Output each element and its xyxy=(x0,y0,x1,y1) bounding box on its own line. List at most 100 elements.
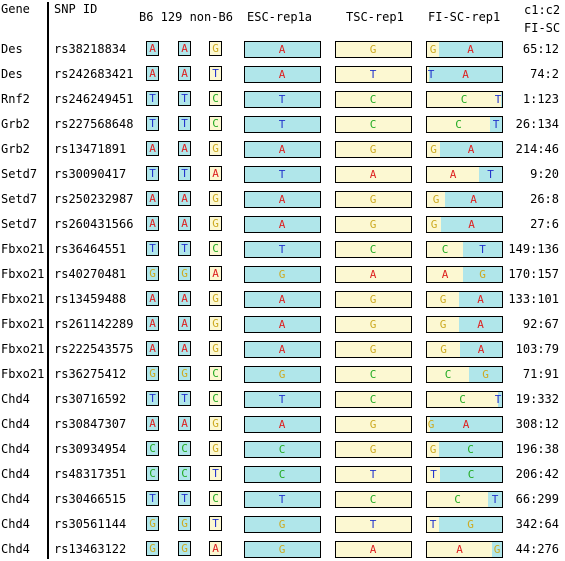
snp-id: rs36275412 xyxy=(54,367,127,381)
b6-allele: T xyxy=(146,241,159,256)
tsc-bar: G xyxy=(335,341,412,358)
fisc-non-b6-label: G xyxy=(439,293,447,306)
table-row: Grb2 rs13471891 A A G A G A G 214:46 xyxy=(0,140,565,158)
fisc-non-b6-label: G xyxy=(440,343,447,356)
allele-count-ratio: 44:276 xyxy=(515,542,559,556)
esc-bar: G xyxy=(244,516,321,533)
tsc-allele-label: G xyxy=(369,43,377,56)
table-row: Setd7 rs250232987 A A G A G A G 26:8 xyxy=(0,190,565,208)
b6-allele: A xyxy=(146,341,159,356)
column-divider xyxy=(47,2,49,559)
esc-bar: T xyxy=(244,91,321,108)
tsc-bar: C xyxy=(335,241,412,258)
non-b6-allele: C xyxy=(209,391,222,406)
esc-allele-label: A xyxy=(278,218,286,231)
esc-bar: A xyxy=(244,216,321,233)
esc-allele-label: G xyxy=(278,543,286,556)
s129-allele: T xyxy=(178,116,191,131)
fisc-b6-label: G xyxy=(479,268,486,281)
esc-bar: T xyxy=(244,166,321,183)
tsc-allele-label: A xyxy=(369,543,377,556)
fisc-b6-label: A xyxy=(468,218,475,231)
fisc-b6-label: A xyxy=(477,293,484,306)
allele-count-ratio: 74:2 xyxy=(530,67,559,81)
s129-allele: G xyxy=(178,366,191,381)
snp-id: rs227568648 xyxy=(54,117,134,131)
fisc-non-b6-portion xyxy=(427,42,439,57)
b6-allele: C xyxy=(146,441,159,456)
fisc-non-b6-portion xyxy=(427,417,430,432)
fisc-b6-label: T xyxy=(479,243,486,256)
non-b6-allele: A xyxy=(209,166,222,181)
esc-bar: A xyxy=(244,66,321,83)
non-b6-allele: C xyxy=(209,491,222,506)
fisc-non-b6-portion xyxy=(427,67,429,82)
fisc-b6-label: T xyxy=(494,93,502,106)
non-b6-allele: G xyxy=(209,316,222,331)
esc-allele-label: T xyxy=(278,118,286,131)
esc-bar: G xyxy=(244,266,321,283)
allele-count-ratio: 1:123 xyxy=(522,92,559,106)
snp-id: rs30466515 xyxy=(54,492,127,506)
tsc-bar: G xyxy=(335,216,412,233)
allele-count-ratio: 133:101 xyxy=(508,292,559,306)
table-row: Rnf2 rs246249451 T T C T C T C 1:123 xyxy=(0,90,565,108)
s129-allele: C xyxy=(178,441,191,456)
snp-id: rs30934954 xyxy=(54,442,127,456)
tsc-bar: C xyxy=(335,491,412,508)
esc-allele-label: C xyxy=(278,468,286,481)
s129-allele: A xyxy=(178,416,191,431)
fisc-non-b6-portion xyxy=(427,167,479,182)
non-b6-allele: T xyxy=(209,516,222,531)
header-gene: Gene xyxy=(1,2,30,16)
table-row: Chd4 rs48317351 C C T C T C T 206:42 xyxy=(0,465,565,483)
tsc-bar: T xyxy=(335,516,412,533)
fisc-b6-label: G xyxy=(482,368,489,381)
non-b6-allele: A xyxy=(209,266,222,281)
gene-name: Chd4 xyxy=(1,492,30,506)
non-b6-allele: G xyxy=(209,291,222,306)
table-row: Chd4 rs30847307 A A G A G A G 308:12 xyxy=(0,415,565,433)
fisc-non-b6-portion xyxy=(427,342,460,357)
tsc-bar: A xyxy=(335,166,412,183)
esc-bar: T xyxy=(244,491,321,508)
non-b6-allele: T xyxy=(209,66,222,81)
gene-name: Des xyxy=(1,42,23,56)
s129-allele: A xyxy=(178,41,191,56)
tsc-bar: A xyxy=(335,266,412,283)
esc-allele-label: T xyxy=(278,393,286,406)
fisc-non-b6-portion xyxy=(427,267,463,282)
b6-allele: C xyxy=(146,466,159,481)
esc-bar: A xyxy=(244,191,321,208)
gene-name: Chd4 xyxy=(1,517,30,531)
gene-name: Chd4 xyxy=(1,392,30,406)
s129-allele: A xyxy=(178,66,191,81)
esc-bar: A xyxy=(244,291,321,308)
fisc-b6-label: A xyxy=(477,318,484,331)
b6-allele: T xyxy=(146,116,159,131)
fisc-b6-label: G xyxy=(493,543,501,556)
s129-allele: A xyxy=(178,216,191,231)
allele-count-ratio: 9:20 xyxy=(530,167,559,181)
esc-allele-label: A xyxy=(278,143,286,156)
esc-allele-label: G xyxy=(278,268,286,281)
fisc-b6-label: T xyxy=(494,393,502,406)
non-b6-allele: G xyxy=(209,191,222,206)
esc-bar: G xyxy=(244,541,321,558)
fisc-non-b6-portion xyxy=(427,92,501,107)
tsc-allele-label: G xyxy=(369,418,377,431)
esc-bar: A xyxy=(244,341,321,358)
allele-count-ratio: 27:6 xyxy=(530,217,559,231)
tsc-bar: C xyxy=(335,366,412,383)
table-row: Grb2 rs227568648 T T C T C T C 26:134 xyxy=(0,115,565,133)
esc-allele-label: A xyxy=(278,318,286,331)
snp-id: rs30716592 xyxy=(54,392,127,406)
tsc-allele-label: G xyxy=(369,343,377,356)
tsc-allele-label: T xyxy=(369,68,377,81)
